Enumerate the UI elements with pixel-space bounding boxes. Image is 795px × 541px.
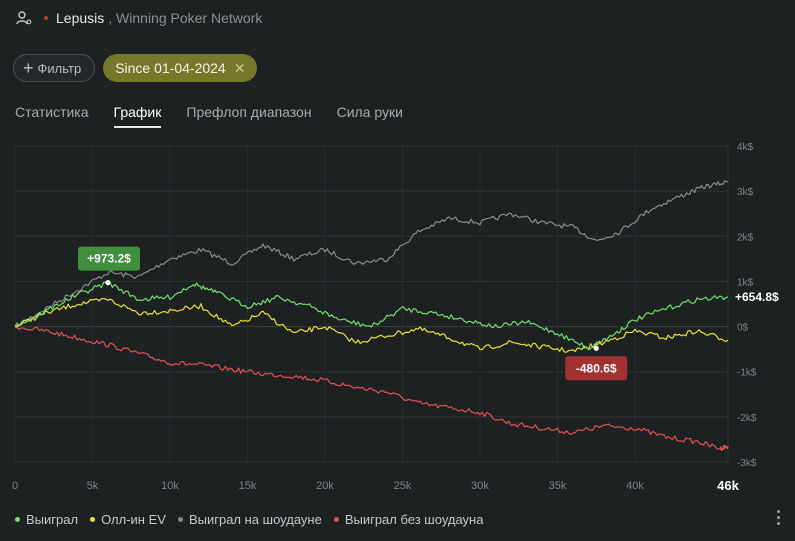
date-filter-chip[interactable]: Since 01-04-2024 ✕ bbox=[103, 54, 258, 82]
series-line bbox=[14, 180, 729, 327]
plot-area-border bbox=[14, 145, 729, 463]
add-filter-button[interactable]: + Фильтр bbox=[13, 54, 96, 82]
x-tick-label: 25k bbox=[394, 480, 412, 492]
player-header: Lepusis, Winning Poker Network bbox=[16, 8, 262, 28]
annotation-label: +973.2$ bbox=[87, 252, 131, 266]
network-name: , Winning Poker Network bbox=[108, 10, 263, 26]
x-tick-label: 5k bbox=[87, 480, 99, 492]
tab-preflop-range[interactable]: Префлоп диапазон bbox=[186, 104, 312, 120]
series-line bbox=[14, 281, 729, 351]
close-icon[interactable]: ✕ bbox=[233, 59, 246, 76]
date-filter-label: Since 01-04-2024 bbox=[115, 60, 226, 76]
status-dot bbox=[44, 16, 48, 20]
series-line bbox=[14, 298, 729, 353]
annotation-badge bbox=[78, 246, 140, 271]
user-settings-icon[interactable] bbox=[16, 10, 32, 26]
annotation-point bbox=[593, 345, 599, 351]
tab-graph[interactable]: График bbox=[113, 104, 162, 128]
legend-item-won[interactable]: Выиграл bbox=[15, 512, 78, 527]
x-tick-label: 15k bbox=[239, 480, 257, 492]
legend-dot bbox=[15, 517, 20, 522]
x-tick-label: 20k bbox=[316, 480, 334, 492]
legend-dot bbox=[177, 517, 183, 522]
tab-hand-strength[interactable]: Сила руки bbox=[336, 104, 403, 120]
y-tick-label: 4k$ bbox=[737, 142, 754, 153]
legend-label: Выиграл без шоудауна bbox=[344, 512, 484, 527]
x-end-label: 46k bbox=[717, 478, 739, 493]
y-tick-label: 1k$ bbox=[737, 277, 754, 288]
plus-icon: + bbox=[23, 58, 34, 78]
y-tick-label: 0$ bbox=[737, 323, 749, 334]
filter-button-label: Фильтр bbox=[37, 60, 82, 76]
y-tick-label: -3k$ bbox=[737, 458, 757, 469]
annotation-badge bbox=[565, 356, 628, 381]
x-tick-label: 40k bbox=[626, 480, 644, 492]
y-tick-label: -2k$ bbox=[737, 413, 757, 424]
series-line bbox=[14, 326, 729, 452]
legend-label: Выиграл bbox=[26, 512, 79, 527]
final-value-label: +654.8$ bbox=[735, 290, 779, 304]
x-tick-label: 0 bbox=[12, 480, 18, 492]
chart-legend: Выиграл Олл-ин EV Выиграл на шоудауне Вы… bbox=[15, 512, 495, 527]
legend-item-allin-ev[interactable]: Олл-ин EV bbox=[90, 512, 166, 527]
winnings-chart: 4k$ 3k$ 2k$ 1k$ 0$ -1k$ -2k$ -3k$ 0 5k 10k 15k 20k 25… bbox=[0, 130, 795, 500]
annotation-label: -480.6$ bbox=[576, 361, 617, 375]
x-tick-label: 35k bbox=[549, 480, 567, 492]
tab-statistics[interactable]: Статистика bbox=[15, 104, 89, 120]
more-options-icon[interactable] bbox=[777, 510, 781, 525]
legend-item-showdown[interactable]: Выиграл на шоудауне bbox=[177, 512, 322, 527]
y-tick-label: 3k$ bbox=[737, 187, 754, 198]
legend-dot bbox=[333, 517, 339, 522]
annotation-point bbox=[105, 280, 111, 286]
filter-bar: + Фильтр Since 01-04-2024 ✕ bbox=[13, 54, 258, 82]
tab-bar: Статистика График Префлоп диапазон Сила … bbox=[15, 104, 428, 128]
winnings-chart-svg: 4k$ 3k$ 2k$ 1k$ 0$ -1k$ -2k$ -3k$ 0 5k 10k 15k 20k 25… bbox=[12, 142, 779, 493]
x-tick-label: 30k bbox=[471, 480, 489, 492]
legend-label: Олл-ин EV bbox=[101, 512, 166, 527]
player-name[interactable]: Lepusis bbox=[56, 10, 105, 26]
legend-dot bbox=[90, 517, 96, 522]
legend-item-non-showdown[interactable]: Выиграл без шоудауна bbox=[333, 512, 484, 527]
y-tick-label: -1k$ bbox=[737, 368, 757, 379]
y-tick-label: 2k$ bbox=[737, 232, 754, 243]
legend-label: Выиграл на шоудауне bbox=[188, 512, 322, 527]
x-tick-label: 10k bbox=[161, 480, 179, 492]
